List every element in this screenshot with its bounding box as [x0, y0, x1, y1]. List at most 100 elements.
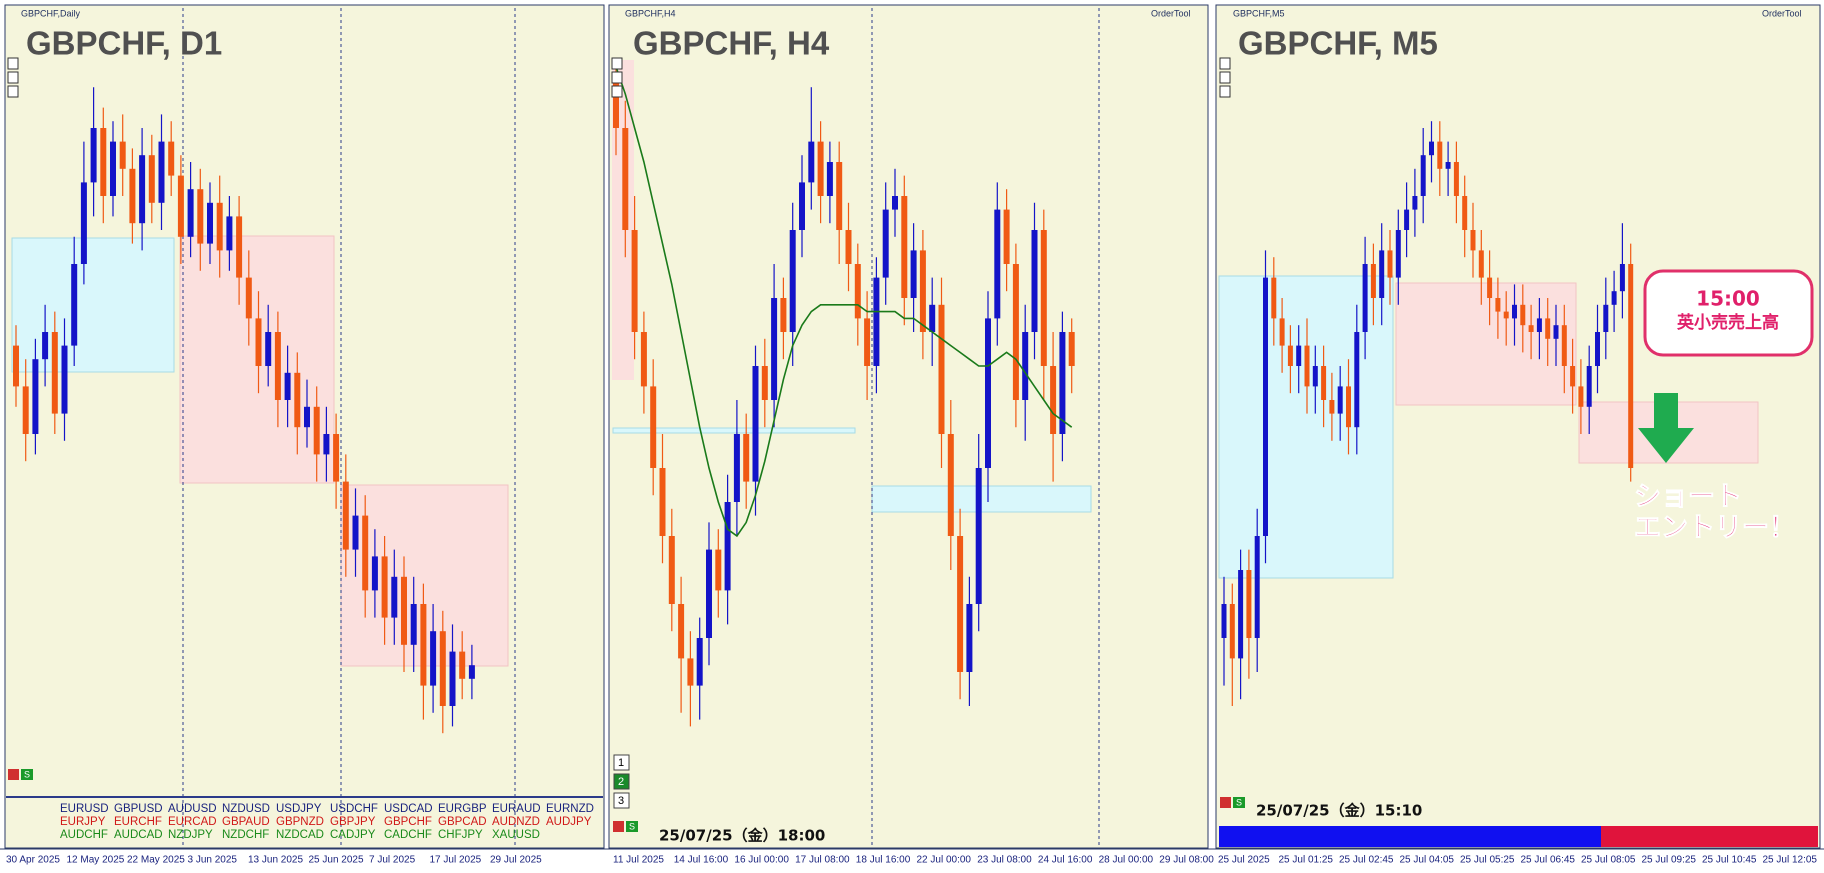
candles: [13, 60, 1634, 734]
time-label: 14 Jul 16:00: [674, 855, 729, 866]
candle-body: [110, 141, 116, 196]
s-button[interactable]: [626, 821, 638, 832]
candle-body: [401, 576, 407, 645]
symbol-button[interactable]: XAUUSD: [492, 829, 540, 841]
demand-zone: [11, 237, 175, 373]
candle-body: [1561, 325, 1567, 366]
candle-body: [430, 631, 437, 686]
time-label: 25 Jun 2025: [309, 855, 364, 866]
candle-body: [323, 434, 330, 455]
candle-body: [381, 556, 388, 618]
symbol-button[interactable]: GBPJPY: [330, 816, 376, 828]
symbol-button[interactable]: GBPUSD: [114, 803, 163, 815]
symbol-button[interactable]: NZDJPY: [168, 829, 213, 841]
s-button[interactable]: [21, 769, 33, 780]
time-label: 7 Jul 2025: [369, 855, 416, 866]
time-label: 13 Jun 2025: [248, 855, 303, 866]
candle-body: [1470, 230, 1476, 251]
symbol-button[interactable]: EURAUD: [492, 803, 541, 815]
candle-body: [90, 128, 97, 183]
candle-body: [1503, 311, 1509, 319]
symbol-button[interactable]: EURGBP: [438, 803, 487, 815]
candle-body: [743, 434, 750, 482]
symbol-button[interactable]: USDJPY: [276, 803, 322, 815]
close-button[interactable]: [613, 821, 624, 832]
time-label: 25 Jul 01:25: [1279, 855, 1334, 866]
candle-body: [901, 196, 908, 298]
moving-average: [615, 66, 1073, 538]
tf-button[interactable]: [613, 773, 630, 790]
time-label: 22 May 2025: [127, 855, 185, 866]
s-label: S: [629, 821, 635, 831]
candle-body: [724, 502, 731, 591]
symbol-button[interactable]: EURUSD: [60, 803, 109, 815]
time-label: 23 Jul 08:00: [977, 855, 1032, 866]
candle-body: [1229, 604, 1235, 659]
candle-body: [1022, 332, 1029, 400]
symbol-button[interactable]: CHFJPY: [438, 829, 483, 841]
candle-body: [313, 406, 320, 455]
candle-body: [1404, 209, 1410, 230]
symbol-button[interactable]: EURCAD: [168, 816, 217, 828]
candle-body: [439, 631, 446, 706]
tf-label: 3: [618, 795, 624, 807]
time-label: 24 Jul 16:00: [1038, 855, 1093, 866]
progress-elapsed: [1219, 826, 1601, 847]
symbol-button[interactable]: GBPCAD: [438, 816, 487, 828]
candle-body: [1346, 386, 1351, 428]
candle-body: [1040, 230, 1047, 366]
symbol-button[interactable]: CADCHF: [384, 829, 432, 841]
symbol-button[interactable]: CADJPY: [330, 829, 376, 841]
symbol-button[interactable]: GBPNZD: [276, 816, 324, 828]
time-label: 25 Jul 04:05: [1400, 855, 1455, 866]
symbol-button[interactable]: NZDCAD: [276, 829, 324, 841]
symbol-button[interactable]: AUDJPY: [546, 816, 592, 828]
candle-body: [1050, 366, 1057, 434]
supply-zone: [1395, 282, 1577, 406]
symbol-button[interactable]: AUDCHF: [60, 829, 108, 841]
symbol-button[interactable]: USDCHF: [330, 803, 378, 815]
candle-body: [1586, 366, 1592, 407]
order-tool[interactable]: OrderTool: [1151, 8, 1191, 18]
tf-button[interactable]: [613, 754, 630, 771]
candle-body: [1619, 264, 1625, 292]
candle-body: [236, 216, 243, 278]
symbol-button[interactable]: AUDUSD: [168, 803, 217, 815]
candle-body: [1595, 332, 1600, 366]
candle-body: [1329, 400, 1335, 414]
candle-body: [1545, 318, 1551, 339]
symbol-button[interactable]: AUDCAD: [114, 829, 163, 841]
time-label: 12 May 2025: [67, 855, 125, 866]
close-button[interactable]: [1220, 797, 1231, 808]
tf-button[interactable]: [613, 792, 630, 809]
candle-body: [826, 162, 833, 196]
candle-body: [1553, 325, 1559, 339]
event-time: 15:00: [1696, 287, 1760, 311]
candle-body: [80, 182, 87, 264]
symbol-label: GBPCHF,M5: [1233, 8, 1285, 18]
time-label: 25 Jul 2025: [1218, 855, 1270, 866]
candle-body: [1570, 366, 1576, 387]
symbol-button[interactable]: EURJPY: [60, 816, 106, 828]
candle-body: [622, 128, 629, 230]
candle-body: [71, 264, 78, 346]
symbol-button[interactable]: USDCAD: [384, 803, 433, 815]
time-label: 17 Jul 2025: [430, 855, 482, 866]
symbol-button[interactable]: NZDUSD: [222, 803, 270, 815]
s-button[interactable]: [1233, 797, 1245, 808]
symbol-button[interactable]: GBPAUD: [222, 816, 270, 828]
candle-body: [668, 536, 675, 604]
close-button[interactable]: [8, 769, 19, 780]
symbol-button[interactable]: AUDNZD: [492, 816, 540, 828]
symbol-button[interactable]: NZDCHF: [222, 829, 269, 841]
scroll-buttons[interactable]: [7, 57, 1231, 98]
symbol-button[interactable]: EURNZD: [546, 803, 594, 815]
symbol-button[interactable]: GBPCHF: [384, 816, 432, 828]
candle-body: [42, 332, 49, 360]
symbol-button[interactable]: EURCHF: [114, 816, 162, 828]
candle-body: [139, 155, 146, 224]
candle-body: [1370, 264, 1376, 298]
candle-body: [631, 230, 638, 332]
order-tool[interactable]: OrderTool: [1762, 8, 1802, 18]
candle-body: [678, 604, 685, 659]
